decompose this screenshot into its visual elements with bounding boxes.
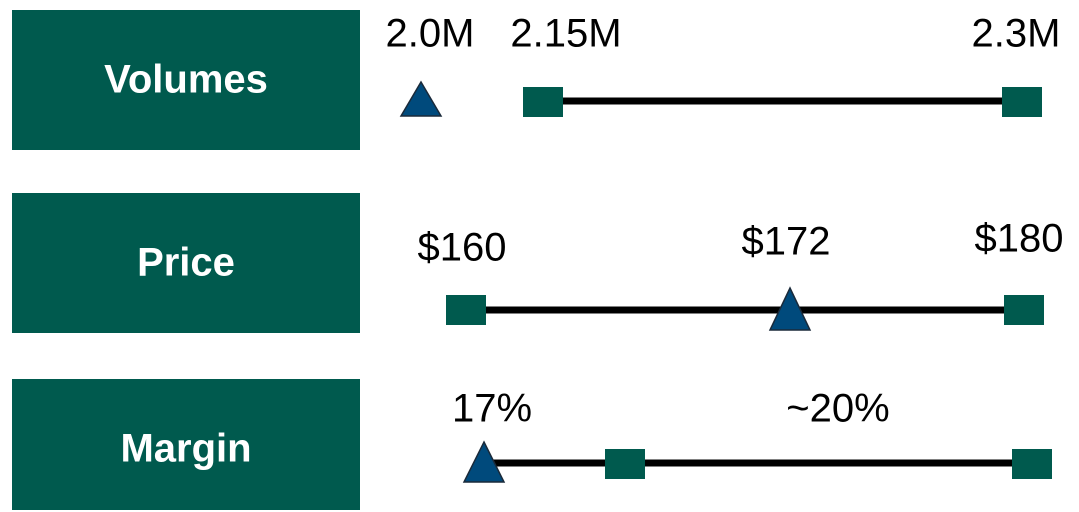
value-label: 2.15M: [510, 12, 621, 56]
value-label: $172: [742, 220, 831, 264]
square-marker: [1012, 449, 1052, 479]
row-label: Margin: [120, 427, 251, 471]
square-marker: [605, 449, 645, 479]
triangle-marker: [768, 286, 812, 331]
triangle-marker: [399, 80, 443, 117]
label-box: [12, 193, 360, 333]
square-marker: [1002, 87, 1042, 117]
value-label: $160: [418, 226, 507, 270]
triangle-marker: [462, 440, 506, 483]
row-label: Volumes: [104, 58, 268, 102]
square-marker: [523, 87, 563, 117]
value-label: $180: [975, 217, 1064, 261]
value-label: 17%: [452, 387, 532, 431]
row-label: Price: [137, 241, 235, 285]
value-label: 2.3M: [972, 12, 1061, 56]
row-margin: Margin 17% ~20%: [12, 379, 1052, 510]
square-marker: [1004, 295, 1044, 325]
label-box: [12, 379, 360, 510]
row-volumes: Volumes 2.0M 2.15M 2.3M: [12, 10, 1060, 150]
square-marker: [446, 295, 486, 325]
value-label: ~20%: [786, 387, 889, 431]
label-box: [12, 10, 360, 150]
value-label: 2.0M: [386, 12, 475, 56]
row-price: Price $160 $172 $180: [12, 193, 1063, 333]
